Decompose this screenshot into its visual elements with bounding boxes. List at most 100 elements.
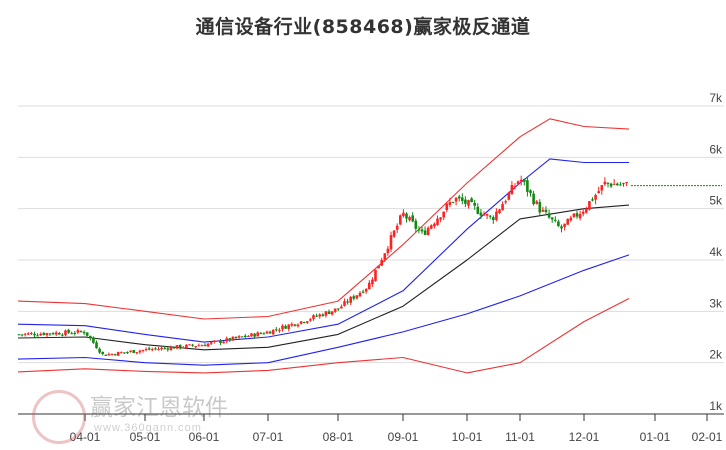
y-tick-label: 6k [709,142,723,156]
candle-body [572,213,576,217]
candle-body [237,336,241,338]
candle-body [228,338,232,341]
candle-body [327,311,331,314]
candle-body [588,201,591,210]
candle-body [67,329,70,333]
x-tick-label: 04-01 [70,430,101,444]
candle-body [120,352,123,354]
candle-body [48,333,52,335]
candle-body [594,194,597,200]
y-tick-label: 2k [709,348,723,362]
candle-body [51,333,55,335]
candle-body [101,351,104,354]
candle-body [45,333,49,336]
y-axis-labels: 1k 2k 3k 4k 5k 6k 7k [709,91,723,413]
candle-body [157,348,160,350]
y-tick-label: 7k [709,91,723,105]
candle-body [482,214,486,216]
candle-body [216,340,219,342]
candle-body [169,346,173,351]
candle-body [85,332,89,336]
candle-body [296,324,300,327]
candle-body [439,217,442,220]
band-middle [17,204,630,351]
candle-body [259,333,263,335]
candle-body [554,219,557,221]
y-tick-label: 4k [709,245,723,259]
candle-body [147,348,151,350]
candle-body [33,333,36,336]
candle-body [172,346,176,349]
candle-body [27,333,30,335]
candle-body [504,201,507,203]
candle-body [197,345,201,347]
candle-body [293,324,297,326]
candle-body [519,179,523,182]
x-tick-label: 08-01 [323,430,354,444]
candle-body [501,204,504,211]
candle-body [532,193,535,205]
candle-body [538,202,542,213]
candle-body [411,215,414,222]
candle-body [98,348,101,353]
candle-body [383,253,387,261]
candle-body [557,221,560,227]
candle-body [550,217,554,220]
candle-body [578,214,582,219]
candle-body [386,248,390,254]
candle-body [423,230,427,235]
chart-title: 通信设备行业(858468)赢家极反通道 [195,16,531,38]
candle-body [73,332,77,334]
candle-body [70,333,73,335]
candle-body [330,311,334,315]
candle-body [268,331,272,334]
candle-body [526,180,529,192]
candle-body [389,235,393,250]
candle-body [476,206,480,214]
candle-body [473,202,476,206]
candle-body [498,209,501,214]
candle-body [346,301,349,303]
candle-body [163,347,166,349]
candle-body [575,213,579,217]
candle-body [433,223,436,227]
candle-body [417,229,421,231]
candle-body [135,352,139,354]
y-tick-label: 3k [709,296,723,310]
candle-body [337,308,340,310]
candle-body [203,344,207,347]
candle-body [275,329,278,331]
candle-body [194,346,197,348]
x-tick-label: 12-01 [569,430,600,444]
candle-body [58,333,61,335]
candle-body [457,196,461,199]
candle-body [116,351,120,356]
candle-body [182,347,185,349]
candle-body [141,349,145,351]
candle-body [231,336,235,341]
candle-body [107,354,111,356]
candle-body [271,329,275,335]
candle-body [392,230,396,237]
candle-body [547,213,551,218]
candle-body [364,288,368,292]
candle-body [175,345,179,349]
candle-body [591,199,594,201]
candle-body [488,215,492,217]
candle-body [585,208,588,213]
candle-body [492,217,495,220]
candle-body [278,329,281,331]
candle-body [321,314,325,317]
candle-body [188,344,191,346]
candle-body [129,350,132,352]
candle-body [408,217,411,221]
candle-body [569,217,573,221]
candle-body [405,213,408,219]
candle-body [603,181,607,185]
candle-body [240,336,244,338]
candle-body [64,330,67,336]
candle-body [247,336,250,338]
candle-body [92,337,95,343]
candle-body [616,183,619,186]
